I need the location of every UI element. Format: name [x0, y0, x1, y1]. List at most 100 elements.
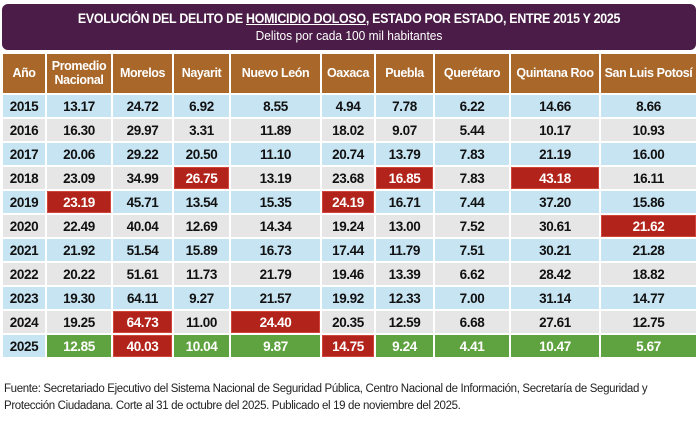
value-cell: 23.68: [320, 165, 376, 191]
value-cell: 13.00: [374, 213, 435, 239]
value-cell: 12.75: [599, 309, 698, 335]
value-cell: 20.50: [172, 141, 231, 167]
value-cell: 16.30: [45, 117, 113, 143]
value-cell: 8.66: [599, 93, 698, 119]
value-cell: 29.97: [111, 117, 174, 143]
value-cell-green: 10.04: [172, 333, 231, 359]
value-cell: 13.54: [172, 189, 231, 215]
value-cell: 6.68: [433, 309, 511, 335]
column-header: Nayarit: [172, 52, 231, 95]
value-cell: 15.86: [599, 189, 698, 215]
title-crime-type: HOMICIDIO DOLOSO: [246, 11, 366, 26]
value-cell: 37.20: [509, 189, 601, 215]
value-cell: 20.35: [320, 309, 376, 335]
year-cell: 2016: [1, 117, 47, 143]
value-cell: 16.11: [599, 165, 698, 191]
column-header: Promedio Nacional: [45, 52, 113, 95]
value-cell-red: 23.19: [45, 189, 113, 215]
year-cell: 2021: [1, 237, 47, 263]
value-cell-red: 21.62: [599, 213, 698, 239]
table-row: 2020 22.49 40.04 12.69 14.34 19.24 13.00 7.52 30…: [1, 213, 698, 239]
value-cell: 5.44: [433, 117, 511, 143]
table-row: 2023 19.30 64.11 9.27 21.57 19.92 12.33 7.00 31.…: [1, 285, 698, 311]
value-cell: 6.92: [172, 93, 231, 119]
source-footnote: Fuente: Secretariado Ejecutivo del Siste…: [4, 383, 648, 412]
value-cell: 19.92: [320, 285, 376, 311]
value-cell: 12.33: [374, 285, 435, 311]
value-cell: 9.27: [172, 285, 231, 311]
value-cell: 23.09: [45, 165, 113, 191]
value-cell: 14.34: [229, 213, 322, 239]
year-cell: 2025: [1, 333, 47, 359]
value-cell: 21.28: [599, 237, 698, 263]
year-cell: 2020: [1, 213, 47, 239]
value-cell-red: 64.73: [111, 309, 174, 335]
value-cell: 7.44: [433, 189, 511, 215]
value-cell: 21.19: [509, 141, 601, 167]
column-header: Oaxaca: [320, 52, 376, 95]
value-cell-red: 14.75: [320, 333, 376, 359]
table-row: 2019 23.19 45.71 13.54 15.35 24.19 16.71 7.44 37…: [1, 189, 698, 215]
value-cell: 8.55: [229, 93, 322, 119]
value-cell: 7.83: [433, 141, 511, 167]
value-cell: 24.72: [111, 93, 174, 119]
value-cell-red: 24.19: [320, 189, 376, 215]
value-cell-red: 24.40: [229, 309, 322, 335]
value-cell: 6.22: [433, 93, 511, 119]
table-row: 2017 20.06 29.22 20.50 11.10 20.74 13.79 7.83 21…: [1, 141, 698, 167]
year-cell: 2018: [1, 165, 47, 191]
value-cell: 19.46: [320, 261, 376, 287]
value-cell: 15.35: [229, 189, 322, 215]
value-cell-red: 26.75: [172, 165, 231, 191]
value-cell-green: 9.87: [229, 333, 322, 359]
table-row: 2024 19.25 64.73 11.00 24.40 20.35 12.59 6.68 27…: [1, 309, 698, 335]
value-cell: 16.71: [374, 189, 435, 215]
value-cell: 7.00: [433, 285, 511, 311]
value-cell: 11.89: [229, 117, 322, 143]
column-header: Nuevo León: [229, 52, 322, 95]
value-cell: 10.17: [509, 117, 601, 143]
value-cell: 19.30: [45, 285, 113, 311]
table-row: 2018 23.09 34.99 26.75 13.19 23.68 16.85 7.83 43…: [1, 165, 698, 191]
table-row: 2016 16.30 29.97 3.31 11.89 18.02 9.07 5.44 10.1…: [1, 117, 698, 143]
year-cell: 2019: [1, 189, 47, 215]
column-header: Quintana Roo: [509, 52, 601, 95]
value-cell: 28.42: [509, 261, 601, 287]
value-cell-red: 40.03: [111, 333, 174, 359]
table-row: 2022 20.22 51.61 11.73 21.79 19.46 13.39 6.62 28…: [1, 261, 698, 287]
year-cell: 2023: [1, 285, 47, 311]
value-cell: 22.49: [45, 213, 113, 239]
value-cell: 4.94: [320, 93, 376, 119]
year-cell: 2024: [1, 309, 47, 335]
value-cell: 21.79: [229, 261, 322, 287]
value-cell-green: 10.47: [509, 333, 601, 359]
homicide-table: Año Promedio Nacional Morelos Nayarit Nuevo …: [1, 52, 698, 359]
value-cell: 15.89: [172, 237, 231, 263]
value-cell: 7.52: [433, 213, 511, 239]
value-cell: 30.61: [509, 213, 601, 239]
value-cell-red: 43.18: [509, 165, 601, 191]
table-row: 2015 13.17 24.72 6.92 8.55 4.94 7.78 6.22 14.66 8…: [1, 93, 698, 119]
column-header: Morelos: [111, 52, 174, 95]
value-cell: 13.39: [374, 261, 435, 287]
value-cell: 34.99: [111, 165, 174, 191]
value-cell: 40.04: [111, 213, 174, 239]
value-cell: 9.07: [374, 117, 435, 143]
value-cell: 14.77: [599, 285, 698, 311]
value-cell: 20.22: [45, 261, 113, 287]
value-cell-green: 5.67: [599, 333, 698, 359]
table-row: 2021 21.92 51.54 15.89 16.73 17.44 11.79 7.51 30…: [1, 237, 698, 263]
value-cell: 19.24: [320, 213, 376, 239]
value-cell: 21.92: [45, 237, 113, 263]
column-header: Puebla: [374, 52, 435, 95]
value-cell: 14.66: [509, 93, 601, 119]
value-cell: 17.44: [320, 237, 376, 263]
value-cell-red: 16.85: [374, 165, 435, 191]
page-title: EVOLUCIÓN DEL DELITO DE HOMICIDIO DOLOSO…: [77, 11, 621, 26]
value-cell: 29.22: [111, 141, 174, 167]
value-cell: 45.71: [111, 189, 174, 215]
value-cell: 64.11: [111, 285, 174, 311]
value-cell: 16.00: [599, 141, 698, 167]
value-cell-green: 12.85: [45, 333, 113, 359]
value-cell: 13.19: [229, 165, 322, 191]
